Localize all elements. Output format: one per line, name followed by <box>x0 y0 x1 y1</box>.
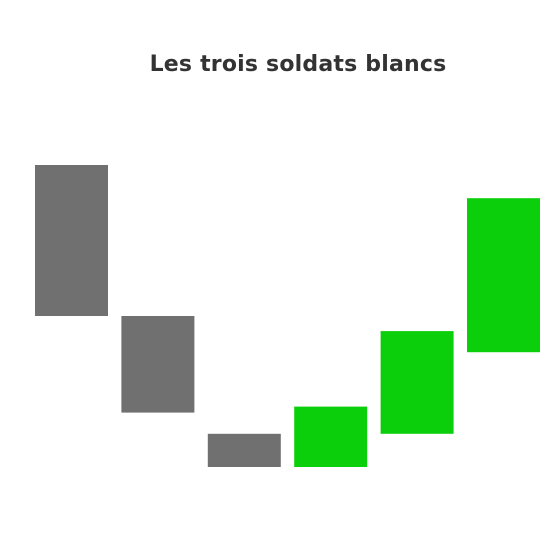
candle-5-bullish <box>380 331 454 434</box>
chart-title: Les trois soldats blancs <box>149 52 447 77</box>
candle-3-bearish <box>207 433 281 467</box>
candle-4-bullish <box>294 406 368 467</box>
candle-1-bearish <box>35 165 108 316</box>
candle-6-bullish <box>467 198 540 353</box>
candle-2-bearish <box>121 316 195 413</box>
